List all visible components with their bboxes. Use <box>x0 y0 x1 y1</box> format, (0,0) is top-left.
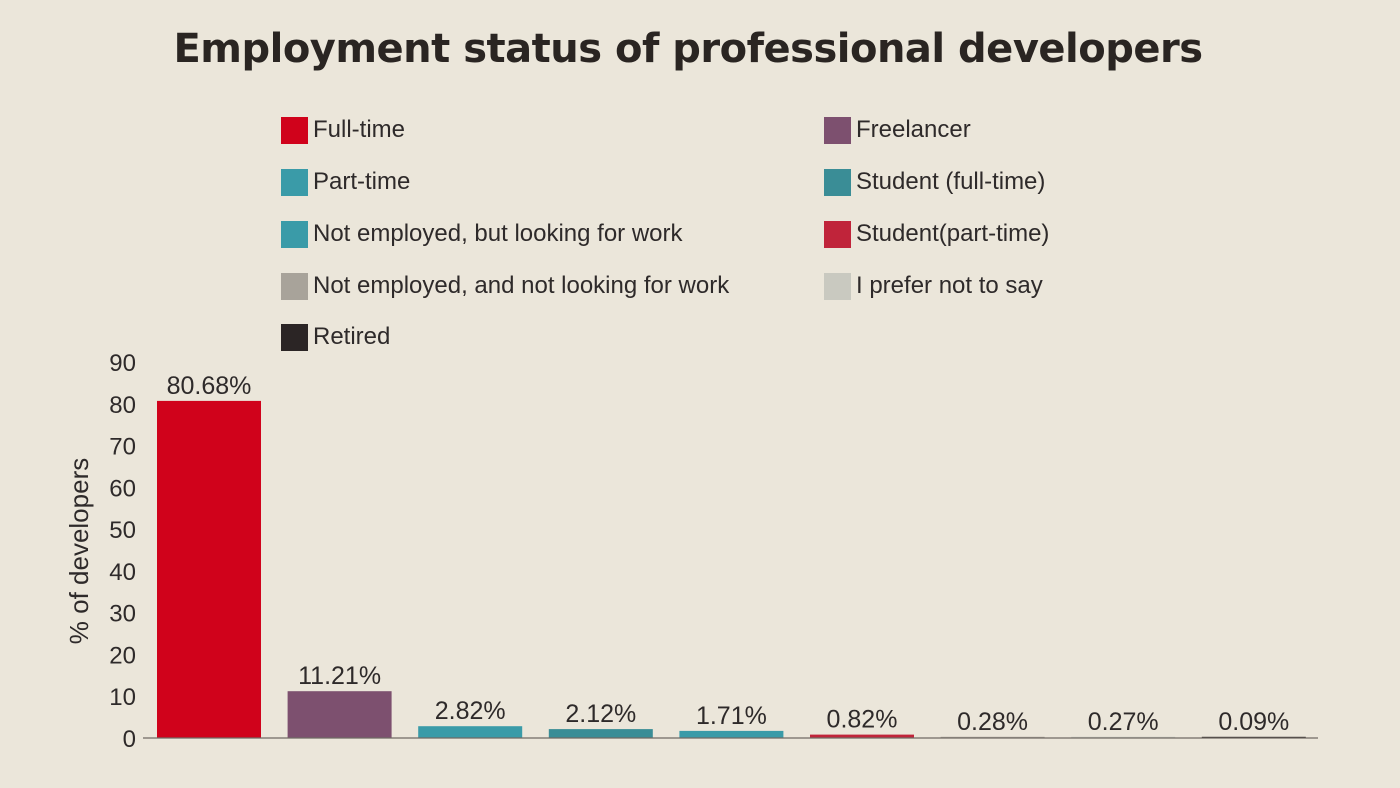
legend-item-prefer-not-to-say: I prefer not to say <box>824 269 1043 303</box>
bar-value-label: 11.21% <box>298 662 381 690</box>
y-tick-label: 50 <box>109 517 136 544</box>
legend-swatch-freelancer <box>824 116 851 144</box>
legend-swatch-retired <box>281 323 308 351</box>
legend-label-part-time: Part-time <box>313 168 411 195</box>
y-tick-label: 0 <box>123 726 136 753</box>
bar-value-label: 2.12% <box>565 700 636 728</box>
bars-group <box>157 400 1306 738</box>
legend-item-not-employed-not-looking: Not employed, and not looking for work <box>281 269 729 303</box>
bar-value-label: 2.82% <box>435 697 506 725</box>
bar-value-label: 0.82% <box>827 706 898 734</box>
legend-swatch-not-employed-not-looking <box>281 272 308 300</box>
legend-label-not-employed-not-looking: Not employed, and not looking for work <box>313 272 730 299</box>
legend-swatch-prefer-not-to-say <box>824 272 851 300</box>
legend-swatch-not-employed-looking <box>281 220 308 248</box>
y-tick-label: 40 <box>109 559 136 586</box>
y-tick-label: 10 <box>109 684 136 711</box>
legend-label-prefer-not-to-say: I prefer not to say <box>856 272 1043 299</box>
bar <box>287 691 392 738</box>
legend-item-freelancer: Freelancer <box>824 113 971 147</box>
legend-label-freelancer: Freelancer <box>856 116 971 143</box>
bar <box>418 726 523 738</box>
y-axis-ticks: 0 10 20 30 40 50 60 70 80 90 <box>109 350 136 753</box>
legend-item-student-part-time: Student(part-time) <box>824 217 1049 251</box>
bar-value-label: 0.28% <box>957 708 1028 736</box>
legend-item-retired: Retired <box>281 320 390 354</box>
legend-label-full-time: Full-time <box>313 116 406 143</box>
bar-value-label: 0.27% <box>1088 708 1159 736</box>
y-tick-label: 70 <box>109 434 136 461</box>
y-tick-label: 60 <box>109 475 136 502</box>
legend-swatch-student-part-time <box>824 220 851 248</box>
y-tick-label: 30 <box>109 601 136 628</box>
legend-label-retired: Retired <box>313 323 391 350</box>
y-tick-label: 80 <box>109 392 136 419</box>
legend-swatch-part-time <box>281 168 308 196</box>
y-tick-label: 20 <box>109 642 136 669</box>
bar-value-label: 1.71% <box>696 702 767 730</box>
bar <box>548 729 653 738</box>
legend-item-part-time: Part-time <box>281 165 410 199</box>
bar <box>157 400 261 738</box>
bar-value-label: 0.09% <box>1218 708 1289 736</box>
legend-label-not-employed-looking: Not employed, but looking for work <box>313 220 683 247</box>
bar <box>810 734 914 738</box>
legend-swatch-full-time <box>281 116 308 144</box>
chart-title: Employment status of professional develo… <box>173 26 1203 72</box>
legend-item-not-employed-looking: Not employed, but looking for work <box>281 217 683 251</box>
bar-value-label: 80.68% <box>167 372 252 400</box>
legend-item-full-time: Full-time <box>281 113 405 147</box>
legend-label-student-part-time: Student(part-time) <box>856 220 1050 247</box>
y-tick-label: 90 <box>109 350 136 377</box>
chart-legend: Full-time Freelancer Part-time Student (… <box>0 0 1400 360</box>
y-axis-title: % of developers <box>64 458 94 644</box>
value-labels-group: 80.68% 11.21% 2.82% 2.12% 1.71% 0.82% 0.28% 0.2… <box>167 372 1290 736</box>
bar <box>679 730 784 738</box>
legend-item-student-full-time: Student (full-time) <box>824 165 1045 199</box>
legend-label-student-full-time: Student (full-time) <box>856 168 1046 195</box>
legend-swatch-student-full-time <box>824 168 851 196</box>
